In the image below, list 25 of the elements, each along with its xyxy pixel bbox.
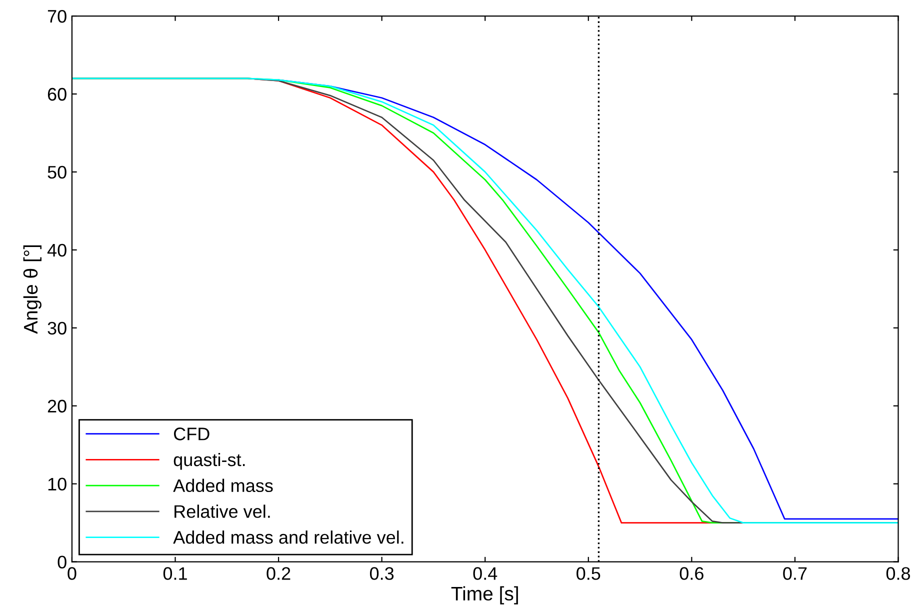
x-axis-title: Time [s] [451, 586, 518, 604]
y-tick-label: 10 [48, 478, 66, 491]
x-tick-label: 0.6 [680, 567, 704, 580]
legend-label: Added mass and relative vel. [173, 530, 404, 544]
x-tick-label: 0 [68, 567, 76, 580]
y-axis-title: Angle θ [°] [23, 245, 42, 334]
x-tick-label: 0.7 [783, 567, 807, 580]
legend-label: quasti-st. [174, 452, 245, 470]
x-tick-label: 0.2 [266, 567, 290, 580]
x-tick-label: 0.3 [370, 567, 394, 580]
y-tick-label: 70 [48, 10, 66, 23]
legend-label: CFD [174, 428, 210, 440]
x-tick-label: 0.4 [473, 567, 498, 580]
y-tick-label: 60 [48, 88, 66, 101]
x-tick-label: 0.8 [886, 567, 910, 580]
legend-label: Relative vel. [174, 504, 270, 518]
y-tick-label: 40 [47, 244, 66, 257]
legend-label: Added mass [173, 478, 273, 492]
x-tick-label: 0.1 [163, 567, 187, 580]
x-tick-label: 0.5 [576, 567, 600, 580]
y-tick-label: 20 [48, 400, 66, 413]
y-tick-label: 50 [48, 166, 66, 179]
line-series [72, 78, 898, 524]
y-tick-label: 30 [48, 322, 66, 335]
y-tick-label: 0 [58, 556, 66, 569]
